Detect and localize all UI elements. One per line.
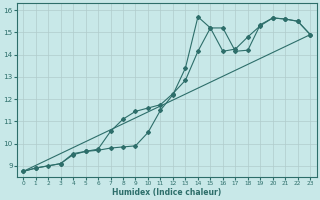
X-axis label: Humidex (Indice chaleur): Humidex (Indice chaleur)	[112, 188, 221, 197]
